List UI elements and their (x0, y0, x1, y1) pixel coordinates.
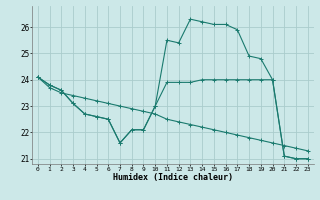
X-axis label: Humidex (Indice chaleur): Humidex (Indice chaleur) (113, 173, 233, 182)
